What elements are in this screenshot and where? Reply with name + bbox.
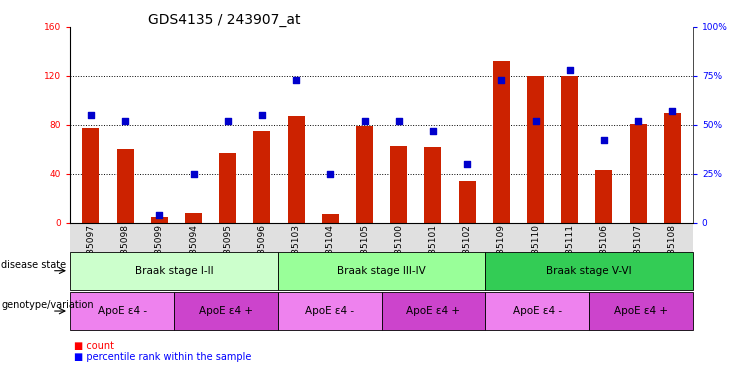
- Text: ■ percentile rank within the sample: ■ percentile rank within the sample: [74, 352, 251, 362]
- Point: [666, 108, 678, 114]
- Bar: [630, 124, 647, 223]
- Point: [496, 77, 508, 83]
- Text: ApoE ε4 -: ApoE ε4 -: [305, 306, 354, 316]
- Text: ApoE ε4 -: ApoE ε4 -: [98, 306, 147, 316]
- Bar: [425, 147, 442, 223]
- Point: [119, 118, 131, 124]
- Point: [598, 137, 610, 144]
- Point: [187, 170, 199, 177]
- Bar: [356, 126, 373, 223]
- Bar: [664, 113, 681, 223]
- Bar: [391, 146, 408, 223]
- Point: [153, 212, 165, 218]
- Point: [325, 170, 336, 177]
- Point: [359, 118, 370, 124]
- Text: Braak stage I-II: Braak stage I-II: [135, 266, 213, 276]
- Bar: [82, 129, 99, 223]
- Bar: [493, 61, 510, 223]
- Bar: [595, 170, 613, 223]
- Bar: [459, 181, 476, 223]
- Bar: [219, 153, 236, 223]
- Text: Braak stage III-IV: Braak stage III-IV: [337, 266, 426, 276]
- Text: disease state: disease state: [1, 260, 67, 270]
- Bar: [322, 214, 339, 223]
- Point: [427, 127, 439, 134]
- Point: [256, 112, 268, 118]
- Point: [530, 118, 542, 124]
- Bar: [185, 213, 202, 223]
- Text: ApoE ε4 +: ApoE ε4 +: [199, 306, 253, 316]
- Point: [461, 161, 473, 167]
- Text: ApoE ε4 +: ApoE ε4 +: [614, 306, 668, 316]
- Bar: [253, 131, 270, 223]
- Point: [290, 77, 302, 83]
- Text: ApoE ε4 +: ApoE ε4 +: [407, 306, 460, 316]
- Bar: [561, 76, 578, 223]
- Text: GDS4135 / 243907_at: GDS4135 / 243907_at: [148, 13, 301, 27]
- Text: genotype/variation: genotype/variation: [1, 300, 94, 310]
- Point: [222, 118, 233, 124]
- Bar: [527, 76, 544, 223]
- Text: ■ count: ■ count: [74, 341, 114, 351]
- Text: ApoE ε4 -: ApoE ε4 -: [513, 306, 562, 316]
- Point: [632, 118, 644, 124]
- Point: [393, 118, 405, 124]
- Bar: [150, 217, 168, 223]
- Text: Braak stage V-VI: Braak stage V-VI: [546, 266, 632, 276]
- Bar: [288, 116, 305, 223]
- Bar: [116, 149, 133, 223]
- Point: [85, 112, 97, 118]
- Point: [564, 67, 576, 73]
